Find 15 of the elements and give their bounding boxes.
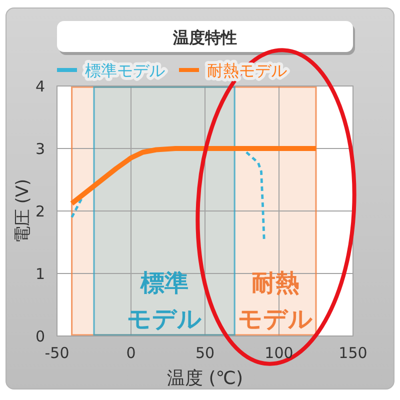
x-tick-label: 0 [126,344,136,362]
x-tick-label: 50 [195,344,215,362]
y-tick-label: 1 [35,265,45,283]
band-label: 標準モデル [126,269,202,333]
y-tick-label: 2 [35,202,45,220]
y-tick-label: 0 [35,328,45,346]
y-tick-label: 4 [35,78,45,96]
chart-title: 温度特性 [172,28,237,47]
y-axis-title: 電圧 (V) [13,178,33,244]
x-tick-label: -50 [44,344,70,362]
y-tick-label: 3 [35,140,45,158]
x-tick-label: 150 [338,344,368,362]
x-tick-label: 100 [264,344,294,362]
x-axis-title: 温度 (℃) [167,368,243,389]
legend-label: 標準モデル [85,61,165,80]
